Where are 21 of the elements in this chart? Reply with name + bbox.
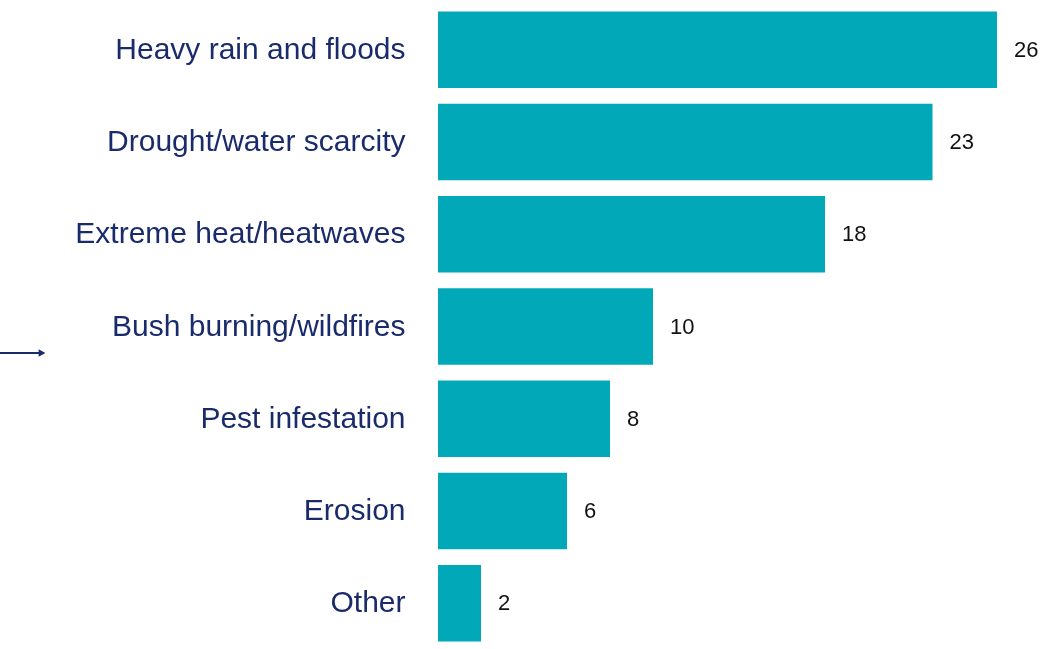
bar — [438, 288, 653, 365]
y-tick-label: Drought/water scarcity — [107, 123, 406, 157]
data-label: 8 — [627, 405, 640, 431]
bar — [438, 380, 610, 458]
y-tick-label: Erosion — [303, 493, 406, 527]
y-tick-label: Bush burning/wildfires — [112, 308, 406, 342]
data-label: 26 — [1014, 36, 1039, 62]
bar — [438, 11, 997, 88]
bar — [438, 195, 825, 273]
y-tick-label: Pest infestation — [200, 400, 406, 434]
data-label: 23 — [949, 128, 974, 154]
y-tick-label: Heavy rain and floods — [115, 31, 406, 65]
bar — [438, 103, 933, 181]
bar — [438, 565, 481, 642]
y-tick-label: Extreme heat/heatwaves — [75, 216, 406, 250]
data-label: 2 — [498, 590, 511, 616]
data-label: 10 — [670, 313, 695, 339]
data-label: 6 — [584, 498, 597, 524]
bar — [438, 472, 567, 550]
y-tick-label: Other — [330, 585, 406, 619]
data-label: 18 — [842, 221, 867, 247]
